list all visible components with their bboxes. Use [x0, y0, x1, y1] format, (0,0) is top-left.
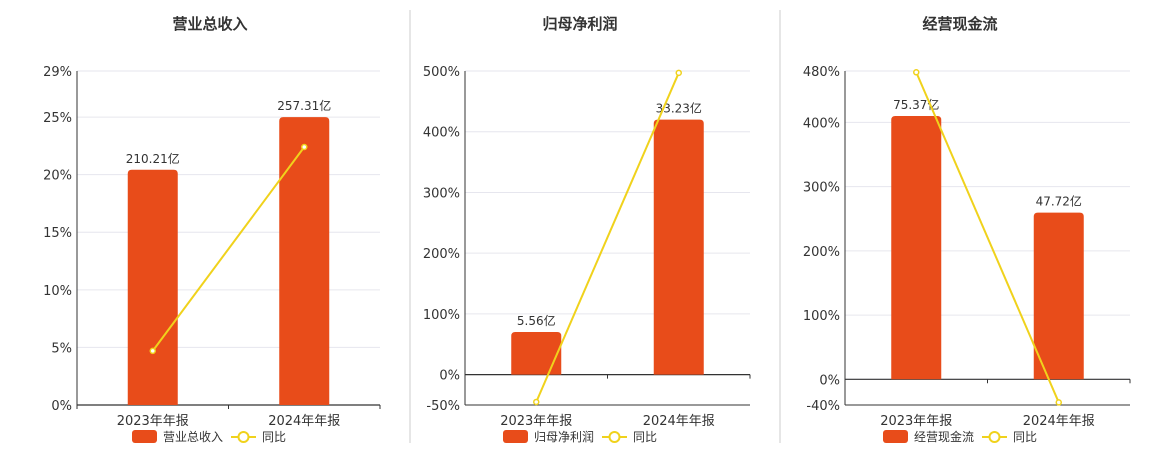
legend-bar-swatch[interactable] [132, 430, 157, 443]
y-tick-label: 100% [423, 308, 460, 323]
x-tick-label: 2024年年报 [1023, 414, 1095, 429]
bar[interactable] [891, 115, 942, 380]
yoy-point[interactable] [533, 398, 540, 406]
chart-title: 营业总收入 [172, 15, 247, 33]
legend-bar-label[interactable]: 归母净利润 [534, 430, 594, 444]
bar-data-label: 210.21亿 [126, 151, 180, 166]
legend-line-marker [237, 431, 250, 443]
chart-title: 经营现金流 [922, 15, 997, 33]
y-tick-label: 5% [51, 341, 72, 356]
yoy-point[interactable] [675, 69, 682, 77]
y-tick-label: 29% [43, 65, 72, 80]
y-tick-label: 0% [439, 369, 460, 384]
x-tick-label: 2024年年报 [268, 414, 340, 429]
bar[interactable] [127, 169, 178, 405]
yoy-point[interactable] [913, 69, 920, 76]
y-tick-label: 500% [423, 65, 460, 80]
y-tick-label: 100% [803, 309, 840, 324]
y-tick-label: 480% [803, 65, 840, 80]
y-tick-label: 400% [423, 126, 460, 141]
y-tick-label: 20% [43, 169, 72, 184]
bar[interactable] [511, 331, 562, 375]
yoy-point[interactable] [301, 143, 308, 151]
bar-data-label: 5.56亿 [517, 313, 556, 328]
bar-data-label: 257.31亿 [277, 98, 331, 113]
y-tick-label: -50% [426, 399, 460, 414]
chart-title: 归母净利润 [542, 15, 617, 33]
y-tick-label: 400% [803, 116, 840, 131]
y-tick-label: 200% [423, 247, 460, 262]
legend-line-marker [988, 431, 1001, 443]
chart-revenue: 营业总收入 29% 25% 20% 15% 10% 5% 0% 210.21亿 2023年年报 2… [43, 15, 381, 444]
legend-line-label[interactable]: 同比 [1013, 430, 1037, 444]
legend-line-label[interactable]: 同比 [262, 430, 286, 444]
x-tick-label: 2023年年报 [117, 414, 189, 429]
yoy-line [151, 146, 306, 352]
yoy-line [535, 72, 680, 403]
yoy-point[interactable] [149, 347, 156, 355]
x-tick-label: 2024年年报 [643, 414, 715, 429]
y-tick-label: 0% [819, 373, 840, 388]
legend-line-label[interactable]: 同比 [633, 430, 657, 444]
legend-bar-swatch[interactable] [883, 430, 908, 443]
legend-bar-label[interactable]: 营业总收入 [163, 430, 223, 444]
y-tick-label: -40% [806, 399, 840, 414]
bar[interactable] [653, 119, 704, 375]
yoy-point[interactable] [1055, 399, 1062, 406]
x-tick-label: 2023年年报 [500, 414, 572, 429]
bar[interactable] [1033, 212, 1084, 380]
bar-data-label: 33.23亿 [656, 101, 702, 116]
y-tick-label: 300% [803, 181, 840, 196]
y-tick-label: 0% [51, 399, 72, 414]
bar[interactable] [279, 117, 330, 405]
chart-operating-cashflow: 经营现金流 480%400%300%200%100%0%-40%75.37亿20… [803, 15, 1131, 444]
y-tick-label: 25% [43, 111, 72, 126]
y-tick-label: 200% [803, 245, 840, 260]
legend-bar-label[interactable]: 经营现金流 [914, 429, 974, 444]
yoy-line [915, 71, 1060, 403]
x-tick-label: 2023年年报 [880, 414, 952, 429]
chart-net-profit: 归母净利润 500% 400% 300% 200% 100% 0% -50% 5.56亿 202… [423, 15, 751, 444]
legend-bar-swatch[interactable] [503, 430, 528, 443]
y-tick-label: 10% [43, 284, 72, 299]
bar-data-label: 47.72亿 [1036, 194, 1082, 209]
legend-line-marker [608, 431, 621, 443]
y-tick-label: 15% [43, 226, 72, 241]
y-tick-label: 300% [423, 186, 460, 201]
